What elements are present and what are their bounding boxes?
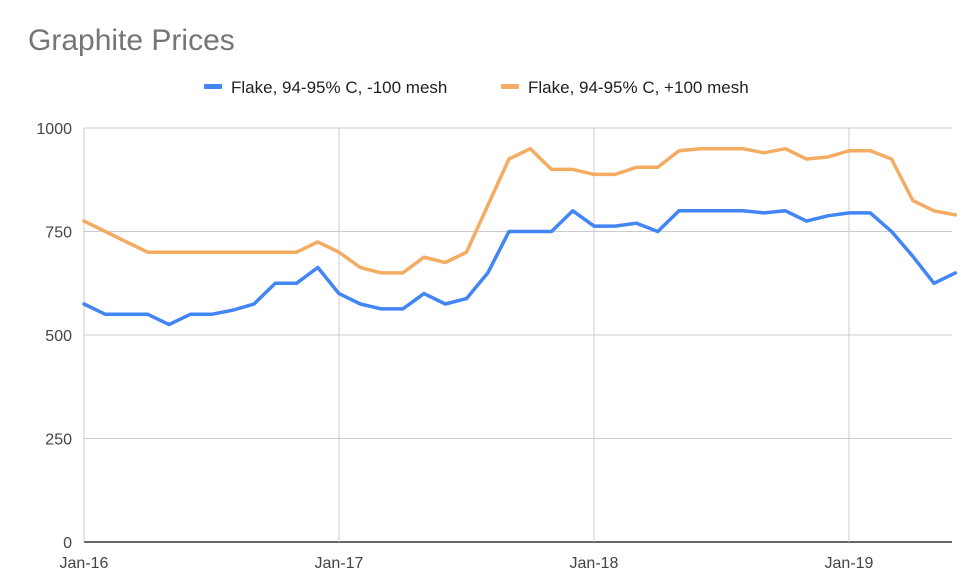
legend-label-minus-100-mesh: Flake, 94-95% C, -100 mesh: [231, 78, 447, 97]
legend-swatch-plus-100-mesh: [501, 84, 519, 89]
y-tick-label: 750: [45, 225, 72, 242]
legend-item-minus-100-mesh[interactable]: Flake, 94-95% C, -100 mesh: [204, 78, 447, 97]
series-line-minus-100-mesh: [82, 209, 958, 327]
legend: Flake, 94-95% C, -100 mesh Flake, 94-95%…: [204, 78, 749, 97]
x-tick-label: Jan-17: [315, 555, 364, 572]
series-lines: [82, 146, 958, 327]
x-tick-label: Jan-18: [570, 555, 619, 572]
y-tick-label: 1000: [36, 121, 72, 138]
series-line-plus-100-mesh: [82, 146, 958, 275]
legend-swatch-minus-100-mesh: [204, 84, 222, 89]
plot-grid: [83, 127, 952, 543]
legend-item-plus-100-mesh[interactable]: Flake, 94-95% C, +100 mesh: [501, 78, 749, 97]
y-tick-label: 250: [45, 432, 72, 449]
x-tick-label: Jan-19: [825, 555, 874, 572]
legend-label-plus-100-mesh: Flake, 94-95% C, +100 mesh: [528, 78, 749, 97]
y-axis-tick-labels: 0 250 500 750 1000: [36, 121, 72, 552]
chart-title: Graphite Prices: [28, 24, 235, 57]
y-tick-label: 0: [63, 535, 72, 552]
x-tick-label: Jan-16: [60, 555, 109, 572]
x-axis-tick-labels: Jan-16 Jan-17 Jan-18 Jan-19: [60, 555, 874, 572]
y-tick-label: 500: [45, 328, 72, 345]
